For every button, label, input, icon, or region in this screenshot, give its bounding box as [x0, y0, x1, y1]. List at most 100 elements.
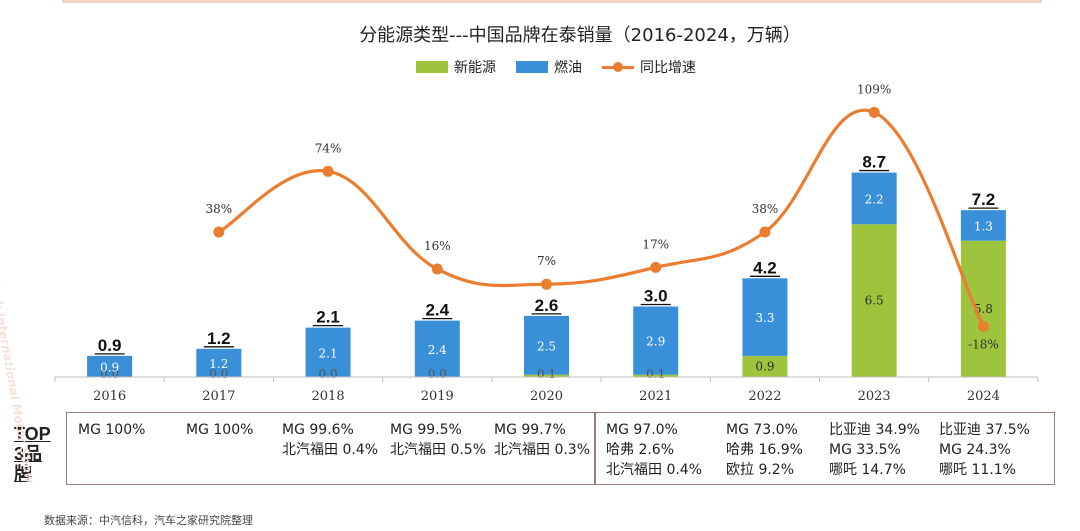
growth-label-2017: 38%	[205, 202, 232, 216]
legend-label-fuel: 燃油	[554, 60, 582, 76]
top3-entry: 北汽福田 0.5%	[390, 442, 487, 458]
bar-fuel-2018	[305, 327, 351, 377]
top3-cell-2024: 比亚迪 37.5% MG 24.3% 哪吒 11.1%	[939, 420, 1030, 480]
top3-cell-2017: MG 100%	[186, 420, 253, 440]
bar-label-nev-2019: 0.0	[428, 367, 447, 381]
bar-label-fuel-2018: 2.1	[319, 346, 338, 360]
top3-entry: 哈弗 2.6%	[606, 442, 675, 458]
top3-entry: MG 33.5%	[829, 442, 901, 458]
bar-total-2020: 2.6	[535, 296, 559, 315]
bar-label-nev-2023: 6.5	[865, 294, 884, 308]
bar-label-fuel-2024: 1.3	[974, 219, 993, 233]
top3-label-line3: 牌	[14, 464, 32, 484]
bar-total-2022: 4.2	[753, 258, 777, 277]
bar-label-nev-2022: 0.9	[755, 359, 774, 373]
bar-label-nev-2021: 0.1	[646, 367, 665, 381]
bar-total-2024: 7.2	[972, 190, 996, 209]
bar-total-2021: 3.0	[644, 287, 668, 306]
x-tick-label-2019: 2019	[421, 389, 454, 404]
bar-fuel-2022	[742, 278, 788, 356]
growth-label-2018: 74%	[315, 141, 342, 155]
bar-total-2019: 2.4	[425, 301, 449, 320]
x-tick-label-2017: 2017	[202, 389, 235, 404]
bar-label-fuel-2021: 2.9	[646, 335, 665, 349]
legend-label-growth: 同比增速	[640, 60, 696, 76]
legend-swatch-growth	[602, 61, 634, 73]
bar-label-fuel-2023: 2.2	[865, 192, 884, 206]
top3-cell-2018: MG 99.6% 北汽福田 0.4%	[282, 420, 378, 460]
growth-point-2020	[541, 278, 552, 290]
bar-fuel-2024	[960, 210, 1006, 241]
growth-point-2021	[650, 261, 662, 273]
bar-nev-2022	[742, 355, 788, 377]
growth-point-2018	[322, 165, 334, 177]
growth-point-2023	[868, 106, 880, 118]
top3-cell-2023: 比亚迪 34.9% MG 33.5% 哪吒 14.7%	[829, 420, 920, 480]
bar-total-2018: 2.1	[316, 308, 340, 327]
bar-nev-2024	[960, 240, 1006, 377]
top3-cell-2016: MG 100%	[78, 420, 145, 440]
top3-entry: 北汽福田 0.4%	[282, 442, 379, 458]
x-tick-label-2018: 2018	[312, 389, 345, 404]
bar-nev-2021	[633, 374, 679, 377]
legend-label-nev: 新能源	[454, 60, 496, 76]
bar-label-fuel-2019: 2.4	[428, 343, 447, 357]
top3-cell-2022: MG 73.0% 哈弗 16.9% 欧拉 9.2%	[726, 420, 803, 480]
x-tick-label-2023: 2023	[858, 389, 891, 404]
x-tick-label-2021: 2021	[639, 389, 672, 404]
bar-nev-2020	[524, 374, 569, 377]
x-tick-label-2022: 2022	[748, 389, 781, 404]
top3-entry: MG 99.6%	[282, 422, 354, 438]
top3-entry: MG 100%	[186, 422, 254, 438]
bar-fuel-2016	[87, 355, 133, 377]
growth-point-2022	[759, 226, 771, 238]
growth-label-2021: 17%	[642, 237, 669, 251]
bar-fuel-2020	[524, 315, 569, 375]
bar-fuel-2021	[633, 306, 679, 375]
chart-title: 分能源类型---中国品牌在泰销量（2016-2024，万辆）	[359, 25, 801, 46]
x-tick-label-2024: 2024	[967, 389, 1000, 404]
growth-line-layer: 38% 74% 16% 7% 17% 38% 109% -18%	[205, 82, 998, 351]
legend-swatch-nev	[416, 61, 448, 73]
bar-total-2016: 0.9	[98, 336, 122, 355]
top3-entry: MG 99.5%	[390, 422, 462, 438]
bar-total-2017: 1.2	[207, 329, 231, 348]
bar-fuel-2017	[196, 348, 242, 377]
growth-point-2019	[431, 263, 443, 275]
bar-label-fuel-2017: 1.2	[209, 357, 228, 371]
top3-entry: 欧拉 9.2%	[726, 462, 795, 478]
x-tick-label-2016: 2016	[93, 389, 126, 404]
growth-label-2020: 7%	[537, 254, 556, 268]
growth-label-2023: 109%	[857, 82, 891, 96]
bar-fuel-2023	[851, 172, 897, 225]
top3-entry: 北汽福田 0.3%	[494, 442, 591, 458]
top3-label-line1: TOP	[14, 424, 51, 444]
top3-entry: MG 97.0%	[606, 422, 678, 438]
top3-label-line2: 3品	[14, 444, 43, 464]
top3-label: TOP 3品 牌	[14, 424, 62, 484]
top3-table-divider	[594, 412, 596, 485]
bar-label-nev-2020: 0.1	[537, 367, 556, 381]
top3-cell-2021: MG 97.0% 哈弗 2.6% 北汽福田 0.4%	[606, 420, 702, 480]
legend-item-growth: 同比增速	[602, 57, 696, 77]
top3-entry: MG 73.0%	[726, 422, 798, 438]
top3-entry: 哈弗 16.9%	[726, 442, 803, 458]
x-tick-label-2020: 2020	[530, 389, 563, 404]
bar-label-nev-2018: 0.0	[319, 367, 338, 381]
top3-entry: MG 100%	[78, 422, 146, 438]
bar-nev-2023	[851, 224, 897, 377]
top3-entry: 哪吒 14.7%	[829, 462, 906, 478]
bar-label-fuel-2016: 0.9	[100, 360, 119, 374]
top3-entry: MG 99.7%	[494, 422, 566, 438]
growth-label-2019: 16%	[424, 239, 451, 253]
growth-point-2024	[977, 320, 989, 332]
top3-table	[66, 412, 1055, 485]
top3-entry: 比亚迪 34.9%	[829, 422, 920, 438]
top3-cell-2019: MG 99.5% 北汽福田 0.5%	[390, 420, 486, 460]
source-note: 数据来源：中汽信科，汽车之家研究院整理	[44, 514, 253, 527]
growth-point-2017	[213, 226, 225, 238]
bar-fuel-2019	[414, 320, 460, 377]
bar-label-fuel-2020: 2.5	[537, 339, 556, 353]
legend: 新能源 燃油 同比增速	[416, 57, 696, 77]
top3-entry: 哪吒 11.1%	[939, 462, 1016, 478]
